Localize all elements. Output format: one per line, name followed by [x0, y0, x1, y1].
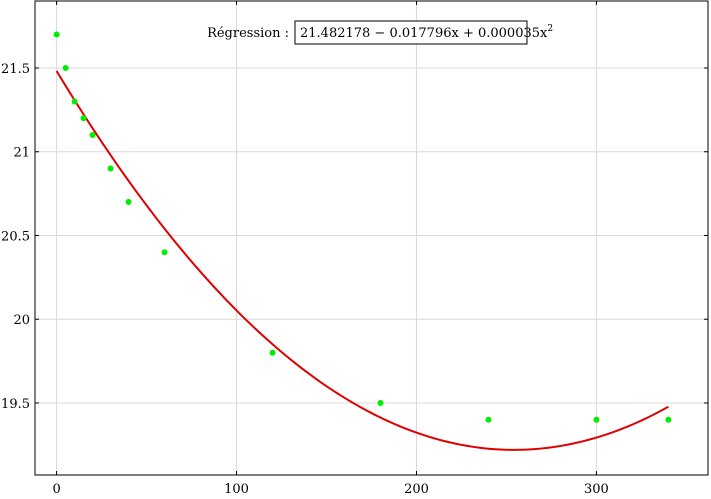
data-point — [62, 64, 69, 71]
regression-annotation: Régression : 21.482178 − 0.017796x + 0.0… — [207, 20, 553, 45]
x-tick-label: 0 — [52, 482, 60, 497]
data-point — [71, 98, 78, 105]
data-point — [377, 399, 384, 406]
regression-label: Régression : — [207, 26, 289, 41]
data-point — [593, 416, 600, 423]
equation-body: 21.482178 − 0.017796x + 0.000035x — [300, 26, 548, 41]
data-point — [125, 198, 132, 205]
y-tick-label: 20.5 — [1, 229, 30, 244]
y-tick-label: 21 — [13, 146, 30, 161]
tick-labels: 0 100 200 300 19.5 20 20.5 21 21.5 — [1, 62, 609, 497]
data-points — [53, 31, 672, 423]
data-point — [485, 416, 492, 423]
data-point — [161, 249, 168, 256]
y-tick-label: 19.5 — [1, 397, 30, 412]
regression-equation: 21.482178 − 0.017796x + 0.000035x2 — [300, 24, 553, 41]
data-point — [80, 115, 87, 122]
data-point — [53, 31, 60, 38]
equation-exponent: 2 — [547, 24, 553, 34]
data-point — [107, 165, 114, 172]
y-tick-label: 21.5 — [1, 62, 30, 77]
data-point — [89, 131, 96, 138]
plot-background — [35, 1, 708, 475]
equation-box — [294, 20, 528, 45]
data-point — [665, 416, 672, 423]
data-point — [269, 349, 276, 356]
x-tick-label: 100 — [224, 482, 249, 497]
grid — [35, 1, 708, 475]
x-tick-label: 200 — [404, 482, 429, 497]
regression-curve — [55, 70, 669, 451]
y-tick-label: 20 — [13, 313, 30, 328]
axis-ticks — [35, 1, 708, 475]
x-tick-label: 300 — [584, 482, 609, 497]
plot-frame — [34, 0, 709, 476]
